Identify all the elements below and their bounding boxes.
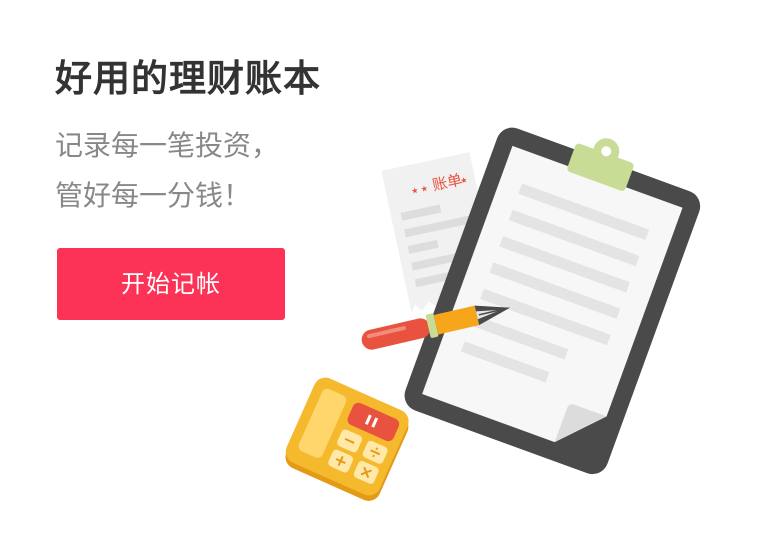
svg-text:★ ★: ★ ★ xyxy=(410,184,428,196)
subline-manage: 管好每一分钱！ xyxy=(55,179,252,212)
clipboard-icon xyxy=(404,127,701,475)
start-bookkeeping-button[interactable]: 开始记帐 xyxy=(57,248,285,320)
svg-text:★: ★ xyxy=(459,175,468,185)
calculator-icon xyxy=(285,377,409,501)
pen-icon xyxy=(361,305,511,350)
page-headline: 好用的理财账本 xyxy=(55,57,321,100)
receipt-title: 账单 xyxy=(431,171,464,195)
subline-record: 记录每一笔投资， xyxy=(55,129,280,162)
